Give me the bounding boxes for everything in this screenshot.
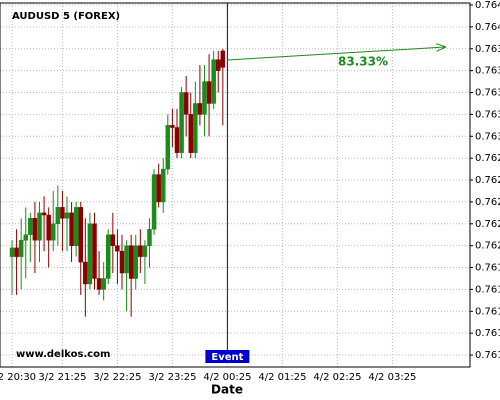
candle-body — [73, 207, 79, 246]
candle-body — [206, 81, 212, 104]
chart-title: AUDUSD 5 (FOREX) — [12, 11, 120, 22]
candle-body — [55, 207, 61, 225]
y-tick-label: 0.7610 — [475, 350, 500, 361]
x-tick-label: 3/2 22:25 — [93, 372, 141, 383]
candle-body — [92, 223, 97, 279]
candle-body — [32, 218, 38, 241]
candle-body — [46, 214, 51, 241]
y-tick-label: 0.7642 — [475, 0, 500, 11]
candles — [9, 48, 226, 317]
x-tick-label: 4/2 01:25 — [258, 372, 306, 383]
candle-body — [160, 168, 166, 203]
candle-body — [23, 234, 28, 241]
candle-body — [96, 278, 102, 290]
candle-body — [60, 207, 65, 219]
y-tick-label: 0.7612 — [475, 328, 500, 339]
candle-body — [78, 207, 83, 263]
y-tick-label: 0.7640 — [475, 22, 500, 33]
candle-body — [18, 239, 24, 257]
candle-body — [64, 212, 70, 219]
candle-body — [87, 223, 93, 285]
candle-body — [14, 247, 19, 257]
x-tick-label: 3/2 20:30 — [0, 372, 36, 383]
candle-body — [41, 212, 47, 216]
candle-body — [183, 92, 189, 115]
candle-body — [50, 223, 56, 241]
candle-body — [110, 234, 116, 246]
candle-body — [165, 125, 171, 170]
candle-body — [124, 245, 129, 274]
candle-body — [105, 234, 111, 279]
candle-body — [138, 245, 143, 257]
x-tick-label: 4/2 03:25 — [368, 372, 416, 383]
candle-body — [211, 59, 216, 104]
candle-body — [142, 245, 148, 257]
candle-body — [9, 247, 15, 257]
candle-body — [101, 278, 106, 290]
x-tick-label: 4/2 00:25 — [203, 372, 251, 383]
candle-body — [133, 245, 138, 279]
y-tick-label: 0.7618 — [475, 263, 500, 274]
candle-body — [156, 174, 161, 203]
candle-body — [151, 174, 157, 230]
watermark: www.delkos.com — [16, 349, 110, 360]
candle-body — [69, 212, 74, 246]
candle-body — [147, 229, 152, 246]
candle-body — [28, 218, 33, 235]
forecast-arrow — [227, 47, 445, 61]
y-tick-label: 0.7632 — [475, 109, 500, 120]
candle-body — [115, 245, 120, 252]
candle-body — [170, 125, 175, 128]
candle-body — [202, 81, 207, 115]
x-axis-label: Date — [211, 383, 243, 397]
y-tick-label: 0.7620 — [475, 241, 500, 252]
candle-body — [119, 250, 125, 274]
event-label: Event — [211, 352, 243, 363]
y-tick-label: 0.7628 — [475, 153, 500, 164]
y-tick-label: 0.7614 — [475, 306, 500, 317]
y-tick-label: 0.7634 — [475, 88, 500, 99]
candle-body — [128, 245, 134, 279]
candle-body — [188, 114, 193, 153]
candle-body — [215, 59, 221, 71]
y-tick-label: 0.7626 — [475, 175, 500, 186]
y-tick-label: 0.7624 — [475, 197, 500, 208]
y-tick-label: 0.7630 — [475, 131, 500, 142]
candle-body — [174, 127, 180, 153]
y-tick-label: 0.7636 — [475, 66, 500, 77]
x-tick-label: 3/2 23:25 — [148, 372, 196, 383]
x-tick-label: 3/2 21:25 — [38, 372, 86, 383]
forecast-label: 83.33% — [338, 55, 388, 69]
candle-body — [220, 50, 226, 68]
candle-body — [193, 103, 198, 153]
candle-body — [197, 103, 203, 115]
candle-body — [37, 212, 42, 241]
candle-body — [179, 92, 184, 153]
y-tick-label: 0.7638 — [475, 44, 500, 55]
x-tick-label: 4/2 02:25 — [313, 372, 361, 383]
candle-body — [83, 261, 88, 285]
event-box — [205, 350, 250, 363]
y-tick-label: 0.7616 — [475, 284, 500, 295]
plot-border — [0, 2, 471, 368]
